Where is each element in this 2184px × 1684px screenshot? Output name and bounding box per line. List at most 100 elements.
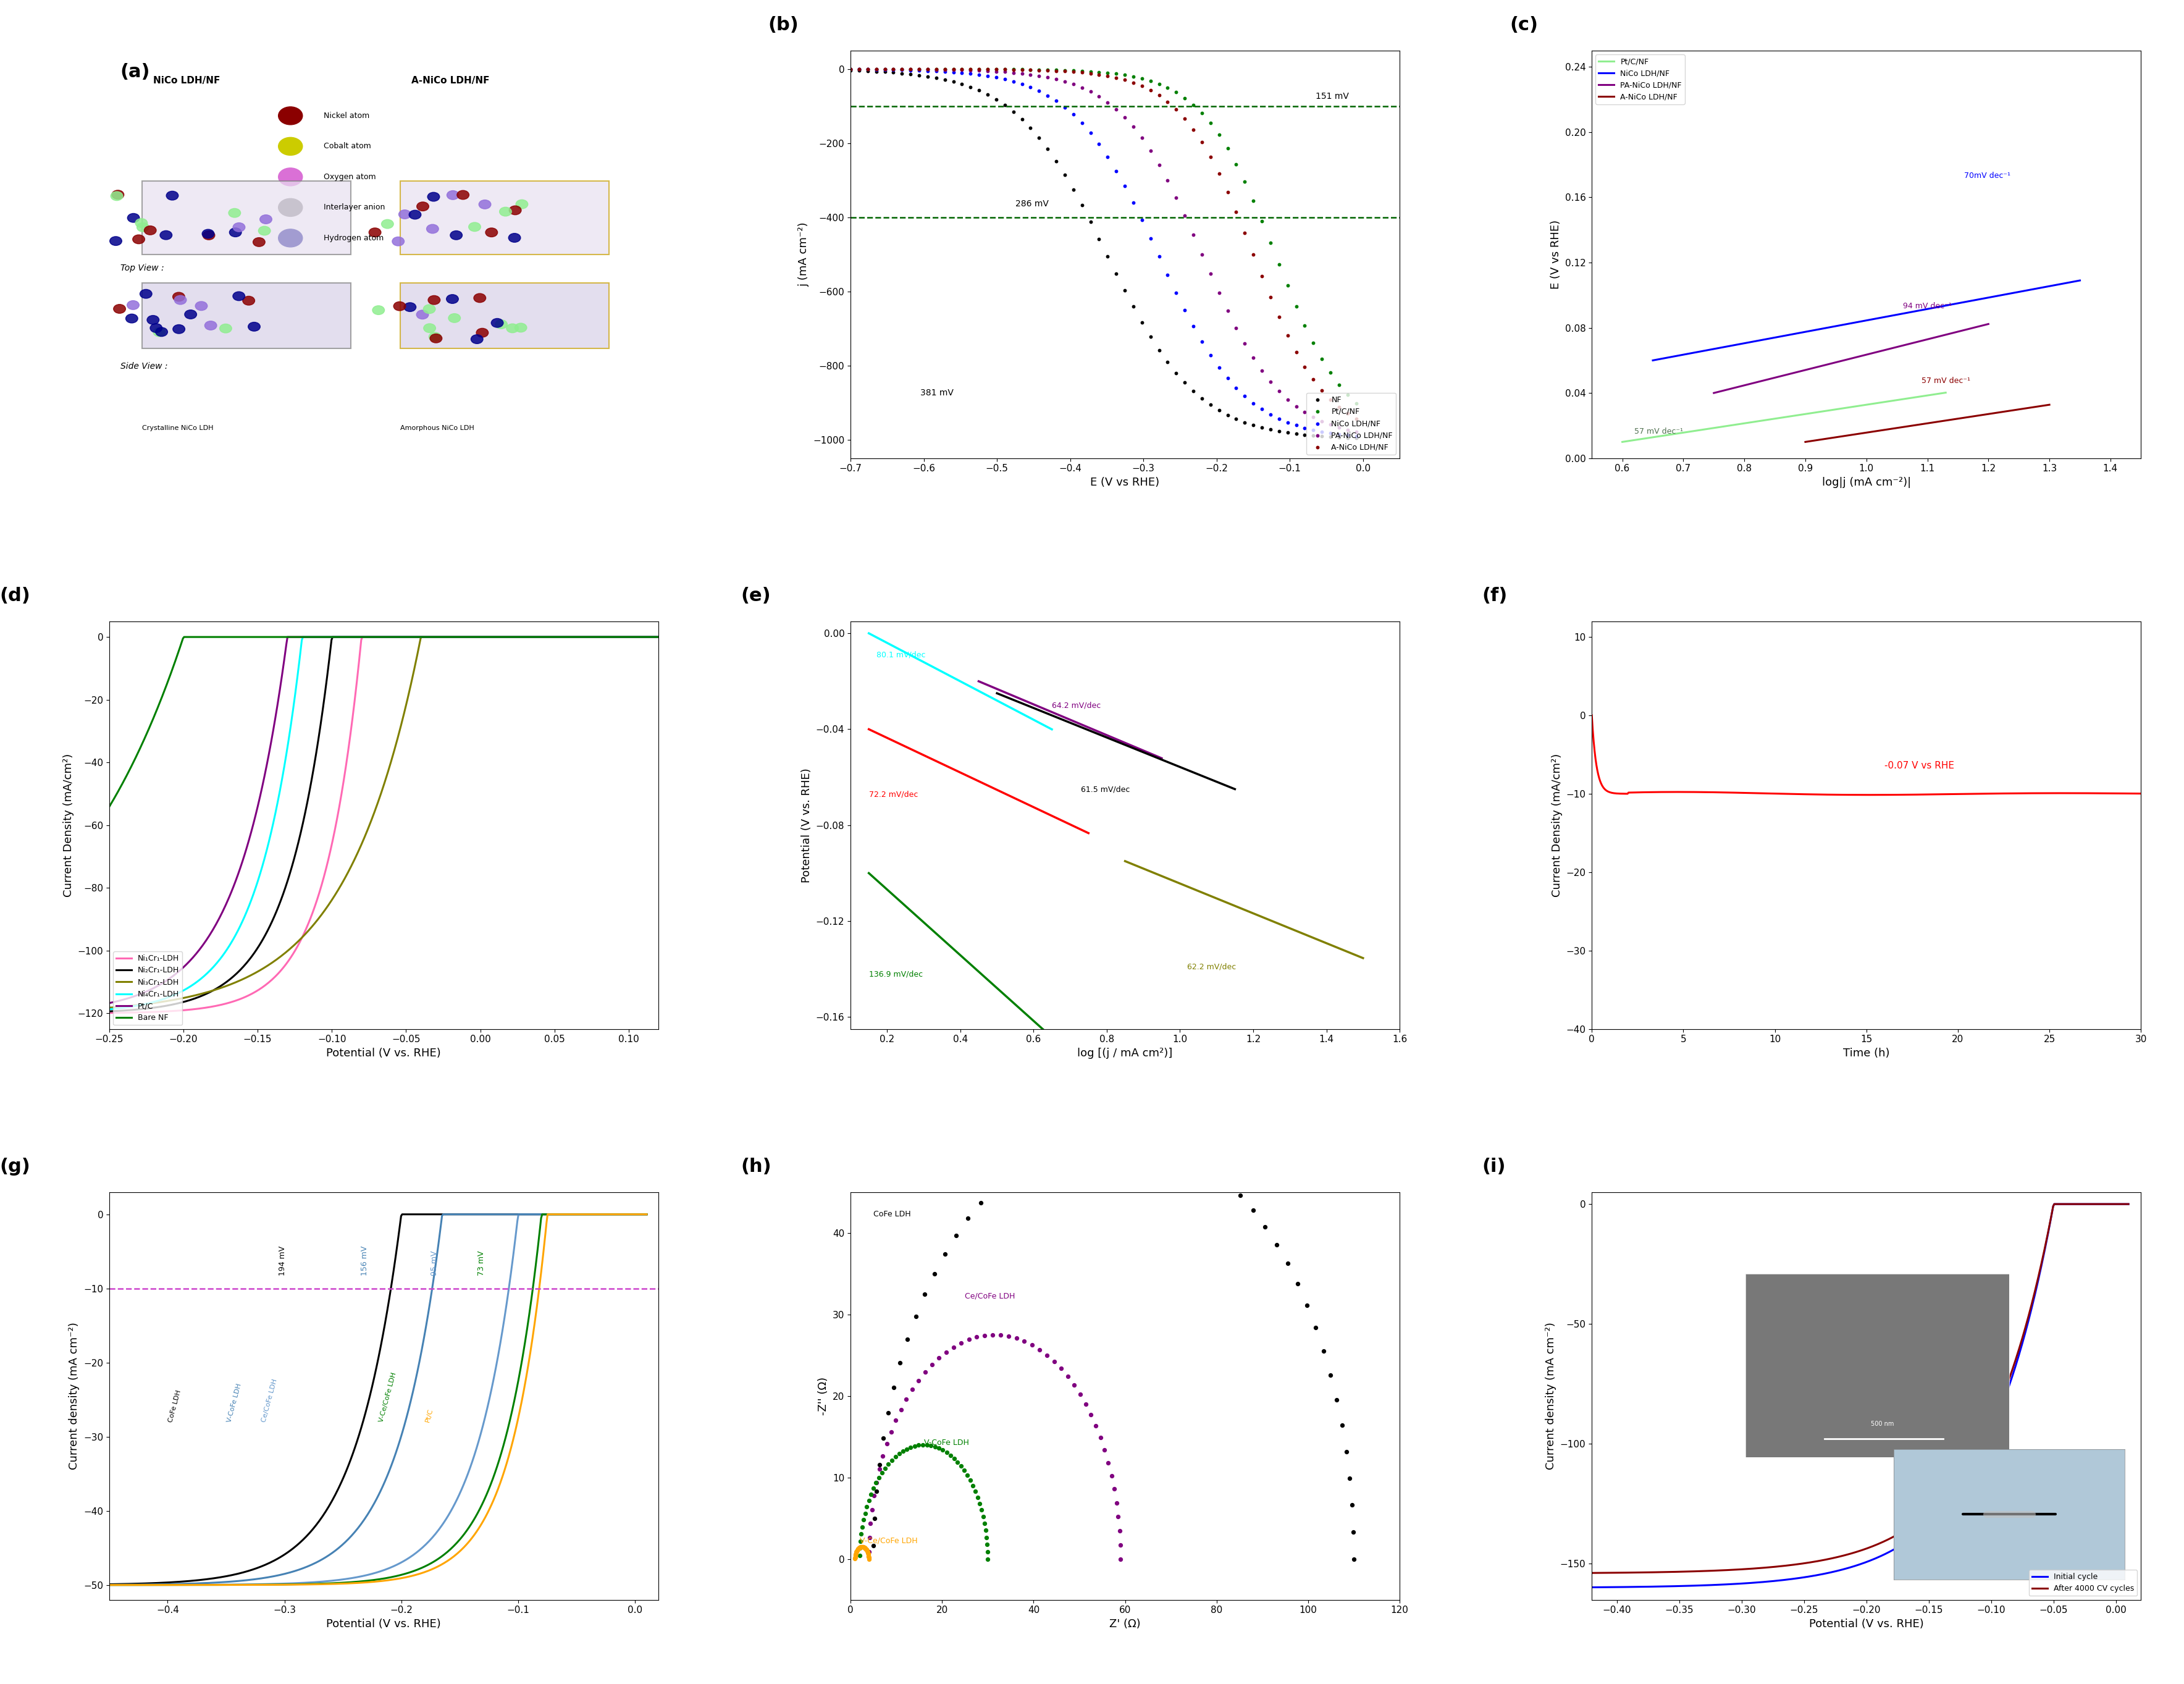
Ni₂Cr₁-LDH	[548, 626, 574, 647]
V-Ce/CoFe LDH	[850, 1539, 885, 1566]
Text: V-Ce/CoFe LDH: V-Ce/CoFe LDH	[378, 1372, 397, 1423]
Circle shape	[153, 328, 166, 337]
Pt/C	[415, 1561, 441, 1581]
PA-NiCo LDH/NF	[1064, 74, 1099, 101]
Circle shape	[472, 335, 483, 344]
NiCo LDH/NF	[1210, 365, 1245, 392]
Pt/C/NF	[902, 56, 937, 83]
V-CoFe LDH	[845, 1514, 880, 1541]
PA-NiCo LDH/NF	[1072, 77, 1107, 104]
NF	[1278, 421, 1313, 448]
A-NiCo LDH/NF	[1149, 88, 1184, 115]
NF	[1037, 148, 1072, 175]
V-Ce/CoFe LDH	[839, 1539, 874, 1566]
CoFe LDH	[352, 1406, 378, 1426]
Line: After 4000 CV cycles: After 4000 CV cycles	[1592, 1204, 2127, 1573]
PA-NiCo LDH/NF	[1046, 67, 1081, 94]
Circle shape	[229, 209, 240, 217]
Y-axis label: Current density (mA cm⁻²): Current density (mA cm⁻²)	[70, 1322, 81, 1470]
A-NiCo LDH/NF	[1236, 241, 1271, 268]
Ni₃Cr₁-LDH	[360, 805, 387, 825]
V-CoFe LDH	[352, 1509, 378, 1529]
A-NiCo LDH/NF	[902, 56, 937, 83]
Circle shape	[428, 332, 441, 342]
A-NiCo LDH/NF	[926, 56, 961, 83]
V-CoFe LDH	[961, 1490, 996, 1517]
Ce/CoFe LDH	[878, 1406, 913, 1433]
V-Ce/CoFe LDH	[850, 1537, 885, 1564]
V-Ce/CoFe LDH	[847, 1536, 882, 1563]
Ce/CoFe LDH	[1101, 1517, 1136, 1544]
V-Ce/CoFe LDH	[850, 1541, 885, 1568]
NiCo LDH/NF	[943, 59, 978, 86]
V-Ce/CoFe LDH	[852, 1544, 887, 1571]
Ni₄Cr₁-LDH	[644, 626, 670, 647]
PA-NiCo LDH/NF	[1005, 61, 1040, 88]
PA-NiCo LDH/NF	[1313, 411, 1348, 438]
A-NiCo LDH/NF	[1245, 263, 1280, 290]
CoFe LDH	[939, 1223, 974, 1250]
A-NiCo LDH/NF	[876, 56, 911, 83]
Text: 95 mV: 95 mV	[430, 1251, 439, 1275]
PA-NiCo LDH/NF	[841, 56, 876, 83]
Legend: Pt/C/NF, NiCo LDH/NF, PA-NiCo LDH/NF, A-NiCo LDH/NF: Pt/C/NF, NiCo LDH/NF, PA-NiCo LDH/NF, A-…	[1594, 54, 1684, 104]
Pt/C	[622, 1204, 649, 1224]
NF	[1295, 423, 1330, 450]
Text: 156 mV: 156 mV	[360, 1246, 369, 1275]
A-NiCo LDH/NF	[1081, 61, 1116, 88]
Pt/C/NF	[1219, 150, 1254, 177]
Circle shape	[424, 305, 435, 313]
NiCo LDH/NF	[1099, 157, 1133, 184]
NiCo LDH/NF	[996, 67, 1031, 94]
Circle shape	[400, 210, 411, 219]
Ce/CoFe LDH	[895, 1376, 930, 1403]
Line: CoFe LDH: CoFe LDH	[109, 1214, 646, 1585]
V-CoFe LDH	[970, 1531, 1005, 1558]
Y-axis label: Current Density (mA/cm²): Current Density (mA/cm²)	[63, 753, 74, 898]
Circle shape	[424, 323, 435, 333]
PA-NiCo LDH/NF	[926, 56, 961, 83]
Ni₂Cr₁-LDH	[360, 626, 387, 647]
NF	[1013, 115, 1048, 141]
Text: A-NiCo LDH/NF: A-NiCo LDH/NF	[411, 76, 489, 84]
PA-NiCo LDH/NF	[1031, 64, 1066, 91]
V-CoFe LDH	[943, 1453, 978, 1480]
Circle shape	[229, 227, 242, 237]
NF	[1099, 259, 1133, 286]
Pt/C/NF	[1099, 61, 1133, 88]
Line: NiCo LDH/NF: NiCo LDH/NF	[1653, 281, 2079, 360]
Line: V-Ce/CoFe LDH: V-Ce/CoFe LDH	[109, 1214, 646, 1585]
Pt/C/NF	[1125, 66, 1160, 93]
Pt/C/NF	[1192, 109, 1227, 136]
CoFe LDH	[1031, 1133, 1066, 1160]
Ni₃Cr₁-LDH	[548, 626, 574, 647]
CoFe LDH	[1002, 1150, 1037, 1177]
Ce/CoFe LDH	[889, 1386, 924, 1413]
Ni₂Cr₁-LDH	[424, 626, 450, 647]
CoFe LDH	[963, 1189, 998, 1216]
Ce/CoFe LDH	[874, 1418, 909, 1445]
V-CoFe LDH	[970, 1524, 1005, 1551]
X-axis label: Z' (Ω): Z' (Ω)	[1109, 1618, 1140, 1630]
PA-NiCo LDH/NF	[1330, 416, 1365, 443]
Pt/C/NF	[1278, 293, 1313, 320]
V-Ce/CoFe LDH	[633, 1204, 660, 1224]
NF	[1072, 209, 1107, 236]
Pt/C/NF	[1005, 56, 1040, 83]
Text: V-Ce/CoFe LDH: V-Ce/CoFe LDH	[860, 1536, 917, 1544]
PA-NiCo LDH/NF	[1133, 136, 1168, 163]
Ce/CoFe LDH	[882, 1396, 917, 1423]
A-NiCo LDH/NF	[1269, 322, 1304, 349]
Circle shape	[428, 192, 439, 202]
Pt/C/NF	[1201, 121, 1236, 148]
A-NiCo LDH/NF	[1064, 59, 1099, 86]
Initial cycle	[2103, 1194, 2129, 1214]
Pt/C/NF	[1236, 187, 1271, 214]
Text: 80.1 mV/dec: 80.1 mV/dec	[876, 652, 926, 658]
Circle shape	[277, 106, 301, 125]
CoFe LDH	[417, 1204, 443, 1224]
Pt/C/NF	[1116, 62, 1151, 89]
A-NiCo LDH/NF	[1099, 64, 1133, 91]
V-Ce/CoFe LDH	[845, 1534, 880, 1561]
NiCo LDH/NF	[850, 56, 885, 83]
